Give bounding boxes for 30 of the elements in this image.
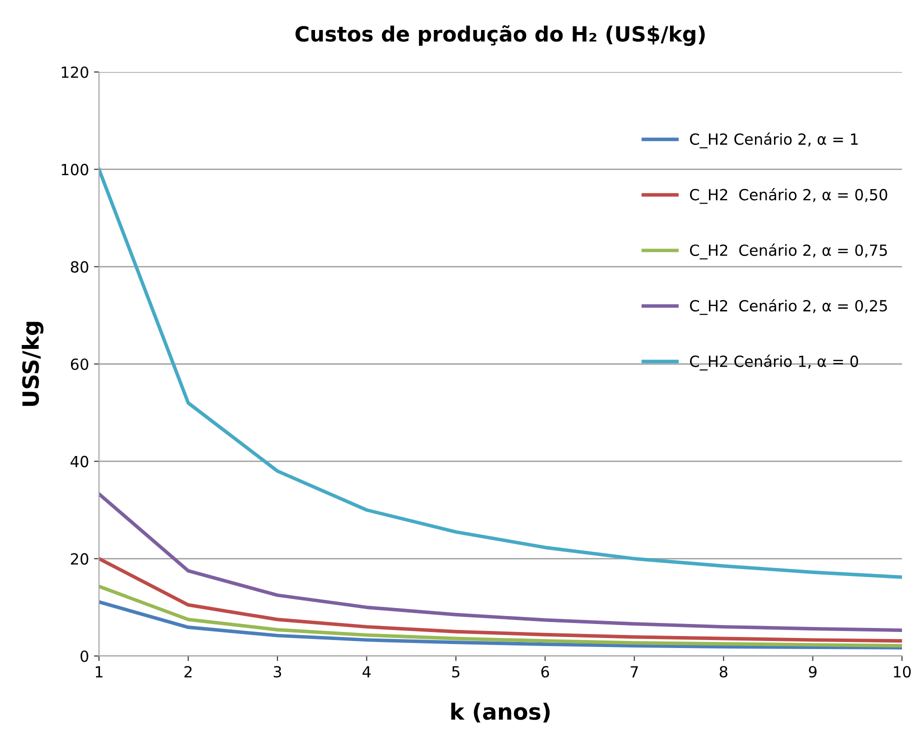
x-tick-label: 7 [630,666,638,678]
x-tick-label: 4 [362,666,371,678]
legend-label: C_H2 Cenário 2, α = 0,75 [690,244,887,260]
y-tick-label: 80 [70,261,88,273]
line-series [99,600,902,650]
x-tick-label: 10 [894,666,911,678]
y-axis-title: USS/kg [22,322,44,406]
y-tick-label: 60 [70,358,88,370]
line-series [99,584,902,648]
x-tick-label: 6 [541,666,550,678]
x-tick-label: 8 [720,666,728,678]
y-tick-label: 100 [62,164,88,176]
x-tick-label: 5 [452,666,460,678]
x-tick-label: 2 [184,666,192,678]
line-series [99,168,902,579]
legend-label: C_H2 Cenário 2, α = 0,50 [690,188,888,204]
x-tick-label: 1 [96,666,102,678]
y-tick-label: 20 [70,553,88,565]
chart-title: Custos de produção do H₂ (US$/kg) [296,25,705,46]
legend-label: C_H2 Cenário 1, α = 0 [690,354,858,370]
y-tick-label: 40 [70,456,88,468]
y-tick-label: 120 [62,66,88,78]
line-series [99,492,902,632]
line-series [99,556,902,643]
x-axis-title: k (anos) [451,702,550,723]
legend-label: C_H2 Cenário 2, α = 0,25 [690,299,887,315]
x-tick-label: 3 [274,666,282,678]
y-tick-label: 0 [80,650,88,662]
legend-label: C_H2 Cenário 2, α = 1 [690,132,858,148]
x-tick-label: 9 [808,666,817,678]
